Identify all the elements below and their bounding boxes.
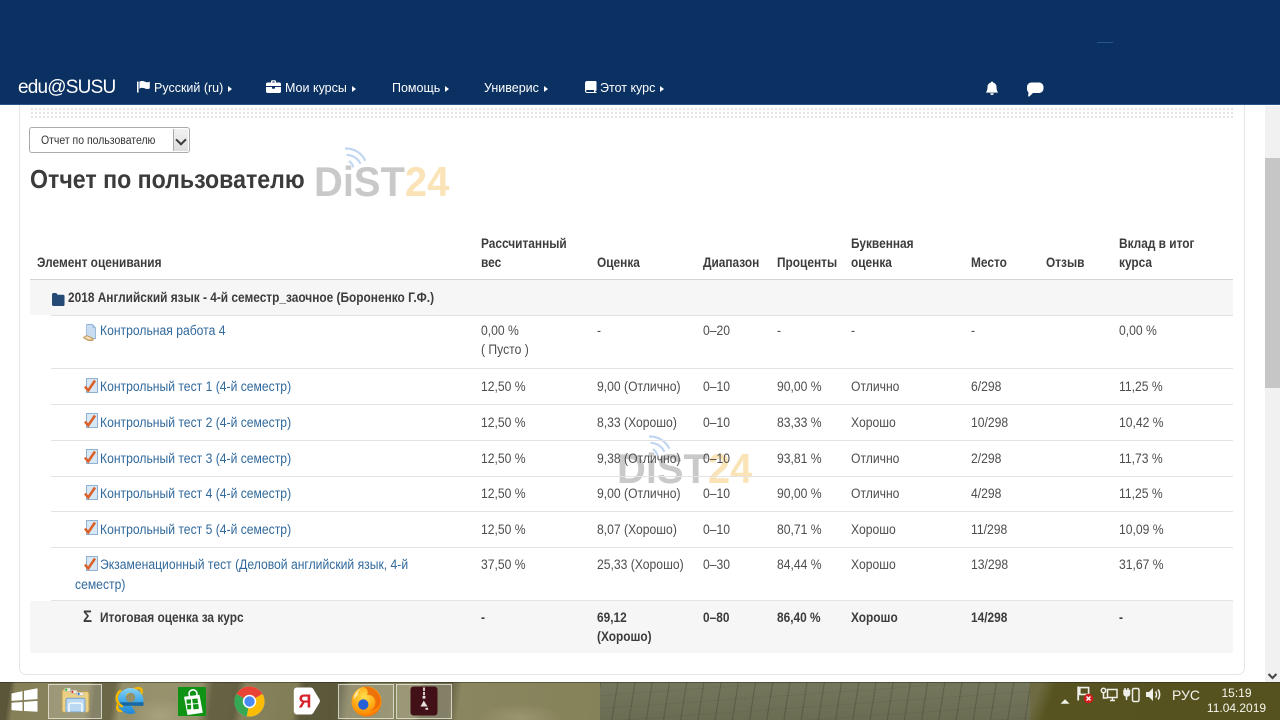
svg-text:Я: Я (299, 692, 312, 712)
